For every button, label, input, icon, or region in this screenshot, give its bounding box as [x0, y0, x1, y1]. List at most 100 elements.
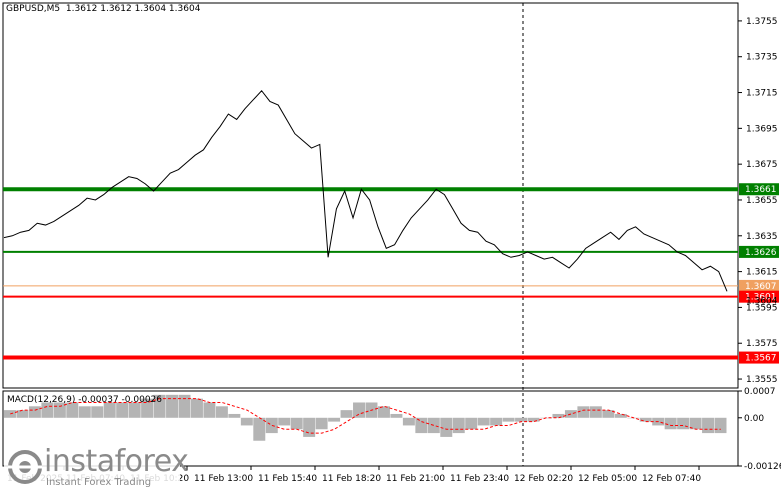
macd-bar [689, 417, 702, 430]
macd-bar [315, 417, 328, 430]
level-label-box [739, 351, 779, 364]
macd-axis: 0.0007 0.00 -0.00126 [738, 387, 781, 472]
macd-bar [602, 410, 615, 418]
horizontal-levels [3, 187, 738, 360]
macd-bar [153, 394, 166, 418]
time-tick-label: 11 Feb 18:20 [322, 474, 381, 484]
macd-bar [303, 417, 316, 437]
time-tick-label: 11 Feb 21:00 [386, 474, 445, 484]
level-label: 1.3567 [745, 354, 777, 364]
macd-bar [103, 402, 116, 418]
macd-bar [677, 417, 690, 430]
watermark-brand: instaforex [44, 444, 189, 479]
macd-bar [28, 406, 41, 418]
symbol-title: GBPUSD,M5 1.3612 1.3612 1.3604 1.3604 [6, 4, 201, 14]
macd-bar [78, 406, 91, 418]
macd-bar [190, 398, 203, 418]
time-tick-label: 11 Feb 15:40 [258, 474, 317, 484]
macd-bar [714, 417, 727, 434]
instaforex-logo-icon [8, 450, 42, 484]
macd-bar [477, 417, 490, 426]
level-label-box [739, 183, 779, 196]
price-tick-label: 1.3635 [746, 232, 778, 242]
price-tick-label: 1.3675 [746, 160, 778, 170]
level-label: 1.3661 [745, 185, 777, 195]
price-tick-label: 1.3755 [746, 17, 778, 27]
macd-bar [702, 417, 715, 434]
time-tick-label: 12 Feb 07:40 [642, 474, 701, 484]
macd-bar [166, 394, 179, 418]
macd-bar [377, 406, 390, 418]
macd-bar [66, 402, 79, 418]
macd-bar [4, 410, 16, 418]
macd-bar [452, 417, 465, 434]
price-tick-label: 1.3695 [746, 124, 778, 134]
level-label: 1.3626 [745, 248, 777, 258]
time-tick-label: 12 Feb 05:00 [578, 474, 637, 484]
macd-bar [353, 402, 365, 418]
level-label: 1.3601 [745, 293, 777, 303]
macd-bar [340, 410, 353, 418]
price-axis: 1.37551.37351.37151.36951.36751.36551.36… [738, 17, 778, 385]
price-tick-label: 1.3735 [746, 53, 778, 63]
macd-bar [16, 410, 29, 418]
macd-bar [215, 406, 228, 418]
macd-bar [178, 394, 191, 418]
macd-bar [53, 402, 66, 418]
macd-tick-label: 0.0007 [744, 387, 776, 397]
macd-bar [589, 406, 602, 418]
macd-tick-label: -0.00126 [744, 462, 781, 472]
macd-bar [515, 417, 528, 422]
macd-bar [639, 417, 652, 422]
macd-bar [440, 417, 453, 437]
price-tick-label: 1.3555 [746, 375, 778, 385]
price-panel-frame [2, 2, 739, 389]
macd-bar [240, 417, 253, 426]
macd-bar [614, 413, 627, 418]
macd-bar [228, 413, 241, 418]
price-tick-label: 1.3595 [746, 303, 778, 313]
macd-bar [141, 398, 154, 418]
price-tick-label: 1.3575 [746, 339, 778, 349]
time-tick-label: 12 Feb 02:20 [514, 474, 573, 484]
macd-bar [402, 417, 415, 426]
macd-bar [427, 417, 440, 434]
price-series-line [3, 89, 728, 292]
macd-bar [91, 406, 104, 418]
macd-bar [564, 410, 577, 418]
level-label-box [739, 279, 779, 292]
macd-bar [390, 413, 403, 418]
macd-bar [664, 417, 677, 430]
level-label: 1.3607 [745, 282, 777, 292]
current-price-label: 1.3604 [746, 296, 778, 306]
price-tick-label: 1.3715 [746, 89, 778, 99]
macd-bar [490, 417, 503, 426]
macd-bar [265, 417, 278, 434]
time-tick-label: 11 Feb 13:00 [194, 474, 253, 484]
macd-bar [465, 417, 478, 430]
macd-bar [278, 417, 291, 426]
price-line [3, 89, 728, 292]
macd-bar [41, 402, 54, 418]
price-tick-label: 1.3615 [746, 268, 778, 278]
level-label-box [739, 290, 779, 303]
macd-signal-line [10, 398, 721, 434]
macd-bar [328, 417, 341, 422]
time-tick-label: 11 Feb 23:40 [450, 474, 509, 484]
level-label-box [739, 245, 779, 258]
macd-bar [253, 417, 266, 441]
price-tick-label: 1.3655 [746, 196, 778, 206]
macd-tick-label: 0.00 [744, 414, 764, 424]
macd-bar [552, 413, 565, 418]
macd-bar [128, 402, 141, 418]
watermark-tagline: Instant Forex Trading [46, 477, 152, 488]
macd-bar [527, 417, 540, 422]
macd-title: MACD(12,26,9) -0.00037 -0.00026 [7, 395, 163, 405]
macd-bar [502, 417, 515, 422]
macd-bar [116, 402, 129, 418]
macd-bar [203, 402, 216, 418]
macd-bar [577, 406, 590, 418]
macd-bar [415, 417, 428, 434]
